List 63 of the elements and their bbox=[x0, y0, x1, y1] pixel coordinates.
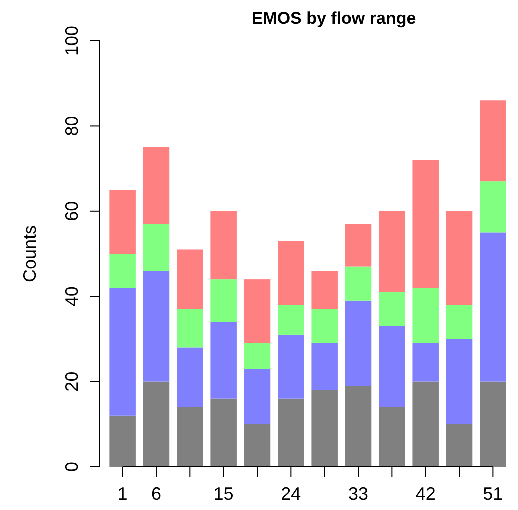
bar bbox=[412, 288, 439, 344]
bar bbox=[480, 100, 506, 182]
bar bbox=[177, 250, 204, 310]
bar bbox=[312, 309, 338, 344]
bar bbox=[480, 182, 506, 233]
bar bbox=[210, 398, 237, 467]
y-tick-label: 60 bbox=[62, 201, 82, 222]
bar bbox=[412, 160, 439, 288]
bar bbox=[379, 326, 406, 408]
bar bbox=[345, 300, 372, 386]
y-tick-label: 100 bbox=[62, 26, 82, 56]
bar bbox=[143, 224, 170, 272]
bar bbox=[278, 305, 304, 335]
x-tick-label: 33 bbox=[348, 484, 369, 504]
x-tick-label: 24 bbox=[281, 484, 302, 504]
bar bbox=[480, 382, 506, 467]
bar bbox=[278, 398, 304, 467]
bar bbox=[210, 211, 237, 280]
chart-title: EMOS by flow range bbox=[252, 9, 416, 28]
bar bbox=[446, 211, 473, 306]
bar bbox=[110, 416, 136, 467]
bar bbox=[312, 271, 338, 310]
x-tick-label: 15 bbox=[214, 484, 234, 504]
bar bbox=[345, 386, 372, 467]
bar bbox=[446, 424, 473, 467]
bar bbox=[379, 211, 406, 292]
bar bbox=[143, 271, 170, 382]
x-tick-label: 42 bbox=[416, 484, 436, 504]
bar bbox=[379, 292, 406, 326]
bar bbox=[244, 343, 271, 370]
bar bbox=[244, 280, 271, 344]
bar bbox=[143, 382, 170, 467]
y-tick-label: 20 bbox=[62, 372, 82, 392]
bar bbox=[312, 390, 338, 467]
bar bbox=[379, 407, 406, 467]
x-tick-label: 6 bbox=[151, 484, 162, 504]
x-tick-label: 1 bbox=[118, 484, 128, 504]
bar bbox=[480, 232, 506, 382]
bar bbox=[278, 241, 304, 306]
bar bbox=[177, 407, 204, 467]
y-axis-title: Counts bbox=[20, 225, 40, 283]
bar bbox=[143, 148, 170, 224]
bar bbox=[412, 382, 439, 467]
bar bbox=[210, 322, 237, 399]
bar bbox=[278, 334, 304, 399]
bar bbox=[177, 348, 204, 408]
y-tick-label: 0 bbox=[62, 462, 82, 472]
bar bbox=[244, 369, 271, 424]
y-tick-label: 80 bbox=[62, 116, 82, 136]
bar bbox=[110, 254, 136, 288]
bar bbox=[177, 309, 204, 348]
bar bbox=[110, 190, 136, 254]
bar bbox=[110, 288, 136, 416]
bar bbox=[312, 343, 338, 390]
bar bbox=[446, 339, 473, 424]
y-tick-label: 40 bbox=[62, 286, 82, 307]
bar bbox=[345, 266, 372, 301]
bar bbox=[446, 305, 473, 340]
x-tick-label: 51 bbox=[483, 484, 504, 504]
bar bbox=[244, 424, 271, 467]
bar bbox=[210, 280, 237, 322]
bar bbox=[345, 224, 372, 267]
bar bbox=[412, 343, 439, 382]
